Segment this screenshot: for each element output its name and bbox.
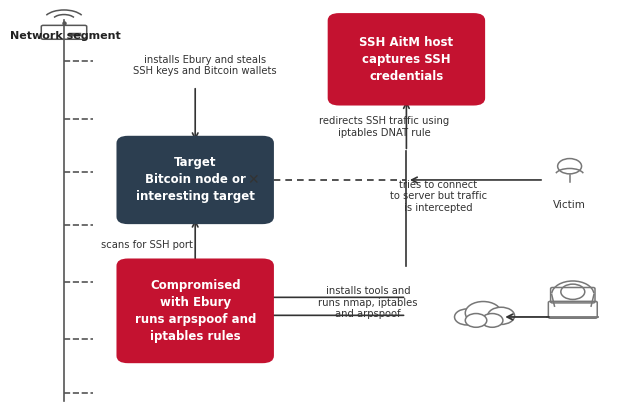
Text: ✕: ✕ bbox=[248, 173, 259, 187]
Text: Compromised
with Ebury
runs arpspoof and
iptables rules: Compromised with Ebury runs arpspoof and… bbox=[134, 279, 256, 343]
Text: scans for SSH port: scans for SSH port bbox=[101, 240, 193, 250]
Circle shape bbox=[465, 314, 487, 327]
FancyBboxPatch shape bbox=[116, 136, 274, 224]
Circle shape bbox=[481, 314, 503, 327]
Text: SSH AitM host
captures SSH
credentials: SSH AitM host captures SSH credentials bbox=[359, 36, 454, 83]
Text: installs tools and
runs nmap, iptables
and arpspoof: installs tools and runs nmap, iptables a… bbox=[318, 286, 418, 319]
Circle shape bbox=[454, 309, 479, 325]
Text: Victim: Victim bbox=[553, 200, 586, 210]
Circle shape bbox=[465, 301, 501, 324]
FancyBboxPatch shape bbox=[328, 13, 485, 106]
Text: installs Ebury and steals
SSH keys and Bitcoin wallets: installs Ebury and steals SSH keys and B… bbox=[133, 55, 276, 76]
Circle shape bbox=[488, 307, 515, 324]
Text: Target
Bitcoin node or
interesting target: Target Bitcoin node or interesting targe… bbox=[136, 157, 255, 203]
Text: redirects SSH traffic using
iptables DNAT rule: redirects SSH traffic using iptables DNA… bbox=[319, 116, 449, 137]
FancyBboxPatch shape bbox=[116, 258, 274, 363]
Text: Network segment: Network segment bbox=[10, 31, 120, 41]
Text: tries to connect
to server but traffic
is intercepted: tries to connect to server but traffic i… bbox=[390, 180, 487, 213]
